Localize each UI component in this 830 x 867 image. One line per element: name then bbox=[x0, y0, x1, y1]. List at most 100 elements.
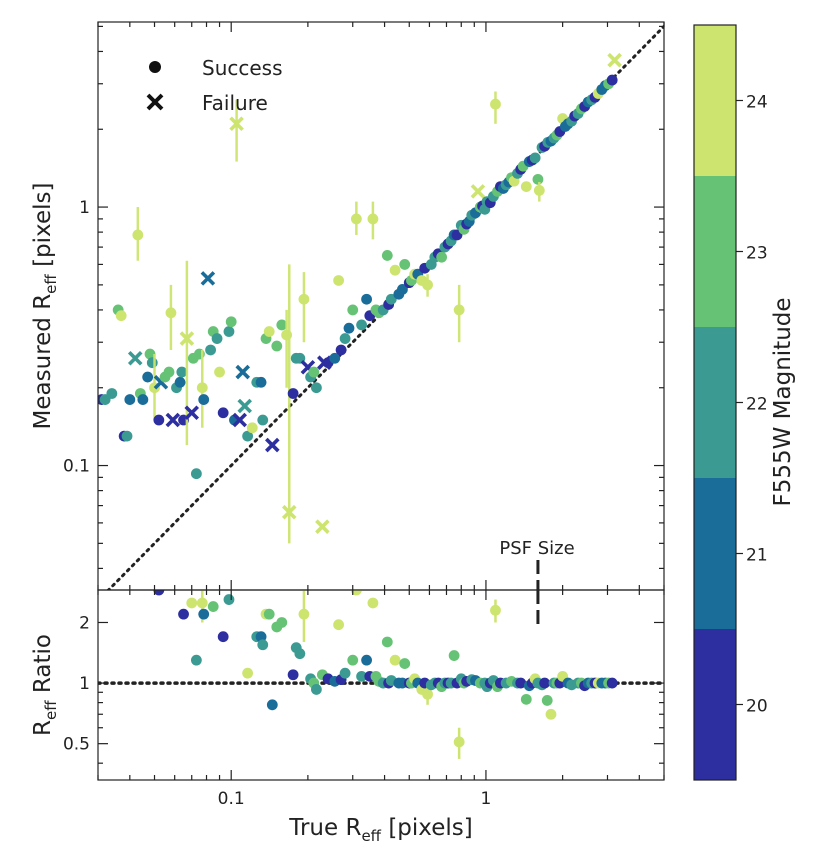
legend-failure-label: Failure bbox=[202, 91, 268, 115]
success-point bbox=[347, 304, 359, 316]
ratio-point bbox=[186, 597, 198, 609]
main-y-tick-label: 0.1 bbox=[63, 457, 90, 477]
ratio-data-layer bbox=[98, 590, 664, 759]
success-point bbox=[153, 414, 165, 426]
success-point bbox=[223, 326, 235, 337]
success-point bbox=[399, 259, 411, 270]
success-point bbox=[257, 414, 269, 426]
ratio-point bbox=[515, 677, 527, 689]
failure-point bbox=[470, 184, 486, 199]
colorbar-tick-label: 22 bbox=[746, 395, 768, 415]
main-y-tick-label: 1 bbox=[79, 198, 90, 218]
ratio-point bbox=[333, 619, 345, 631]
main-scatter-panel: 0.11 Success Failure PSF Size Measured R… bbox=[30, 21, 665, 591]
success-point bbox=[422, 279, 433, 291]
failure-point bbox=[607, 52, 622, 68]
success-point bbox=[211, 333, 223, 344]
colorbar-bin bbox=[694, 25, 736, 176]
ratio-point bbox=[298, 608, 310, 620]
legend-success-label: Success bbox=[202, 56, 283, 80]
colorbar-bins bbox=[694, 25, 736, 780]
legend-success-marker bbox=[149, 61, 161, 73]
ratio-y-tick-label: 1 bbox=[79, 674, 90, 694]
success-point bbox=[308, 366, 320, 378]
success-point bbox=[606, 74, 618, 86]
ratio-ticks: 0.1 1 0.5 1 2 bbox=[63, 590, 665, 809]
failure-point bbox=[200, 271, 216, 286]
ratio-point bbox=[153, 590, 165, 596]
ratio-point bbox=[190, 654, 202, 666]
success-point bbox=[397, 284, 408, 295]
success-point bbox=[242, 430, 254, 442]
ratio-point bbox=[361, 654, 372, 666]
colorbar-bin bbox=[694, 327, 736, 478]
success-point bbox=[367, 213, 379, 225]
ratio-point bbox=[381, 636, 393, 648]
ratio-point bbox=[448, 650, 460, 661]
ratio-point bbox=[399, 658, 411, 669]
success-point bbox=[350, 213, 362, 225]
success-point bbox=[137, 394, 149, 405]
main-ticks: 0.11 bbox=[63, 22, 665, 590]
ratio-point bbox=[356, 670, 367, 682]
success-point bbox=[198, 394, 210, 405]
ratio-point bbox=[367, 597, 379, 609]
colorbar-bin bbox=[694, 478, 736, 629]
ratio-point bbox=[242, 667, 254, 679]
failure-point bbox=[127, 351, 143, 366]
success-point bbox=[205, 344, 216, 356]
success-point bbox=[196, 382, 208, 394]
ratio-y-axis-title: Reff Ratio bbox=[30, 634, 60, 736]
ratio-y-tick-label: 0.5 bbox=[63, 735, 90, 755]
ratio-point bbox=[217, 631, 229, 643]
success-point bbox=[132, 229, 144, 241]
success-point bbox=[163, 366, 175, 378]
ratio-point bbox=[257, 639, 269, 651]
ratio-panel: 0.1 1 0.5 1 2 Reff Ratio True Reff [pixels] bbox=[30, 589, 665, 845]
ratio-point bbox=[196, 597, 208, 609]
ratio-point bbox=[223, 594, 235, 605]
success-point bbox=[214, 366, 225, 378]
success-point bbox=[217, 407, 229, 419]
failure-point bbox=[315, 519, 330, 534]
failure-point bbox=[179, 331, 195, 346]
success-point bbox=[356, 319, 367, 331]
success-point bbox=[310, 382, 322, 394]
colorbar: 20 21 22 23 24 F555W Magnitude bbox=[693, 24, 796, 781]
success-point bbox=[255, 376, 267, 388]
ratio-point bbox=[266, 699, 278, 711]
success-point bbox=[165, 307, 177, 319]
failure-point bbox=[281, 504, 297, 520]
success-point bbox=[453, 304, 465, 316]
ratio-point bbox=[520, 693, 532, 705]
ratio-point bbox=[347, 654, 359, 666]
legend-failure-marker bbox=[146, 93, 164, 111]
success-point bbox=[381, 250, 393, 261]
ratio-point bbox=[198, 608, 210, 620]
success-point bbox=[176, 366, 188, 378]
ratio-point bbox=[389, 654, 401, 666]
psf-size-label: PSF Size bbox=[499, 538, 574, 559]
ratio-point bbox=[310, 684, 322, 695]
success-point bbox=[298, 293, 310, 305]
colorbar-tick-label: 20 bbox=[746, 697, 768, 717]
success-point bbox=[533, 185, 545, 196]
failure-point bbox=[165, 412, 181, 428]
ratio-point bbox=[606, 677, 618, 689]
success-point bbox=[389, 264, 401, 276]
ratio-point bbox=[453, 736, 465, 748]
failure-point bbox=[229, 116, 244, 132]
success-point bbox=[263, 326, 275, 337]
success-point bbox=[142, 371, 154, 383]
success-point bbox=[287, 388, 299, 399]
ratio-point bbox=[294, 648, 306, 660]
colorbar-tick-label: 21 bbox=[746, 546, 768, 566]
success-point bbox=[329, 352, 341, 364]
ratio-point bbox=[263, 608, 275, 620]
success-point bbox=[490, 98, 501, 110]
success-point bbox=[361, 293, 372, 305]
main-y-axis-title: Measured Reff [pixels] bbox=[30, 183, 60, 430]
x-tick-label: 0.1 bbox=[218, 789, 245, 809]
colorbar-bin bbox=[694, 629, 736, 780]
success-point bbox=[520, 181, 532, 193]
